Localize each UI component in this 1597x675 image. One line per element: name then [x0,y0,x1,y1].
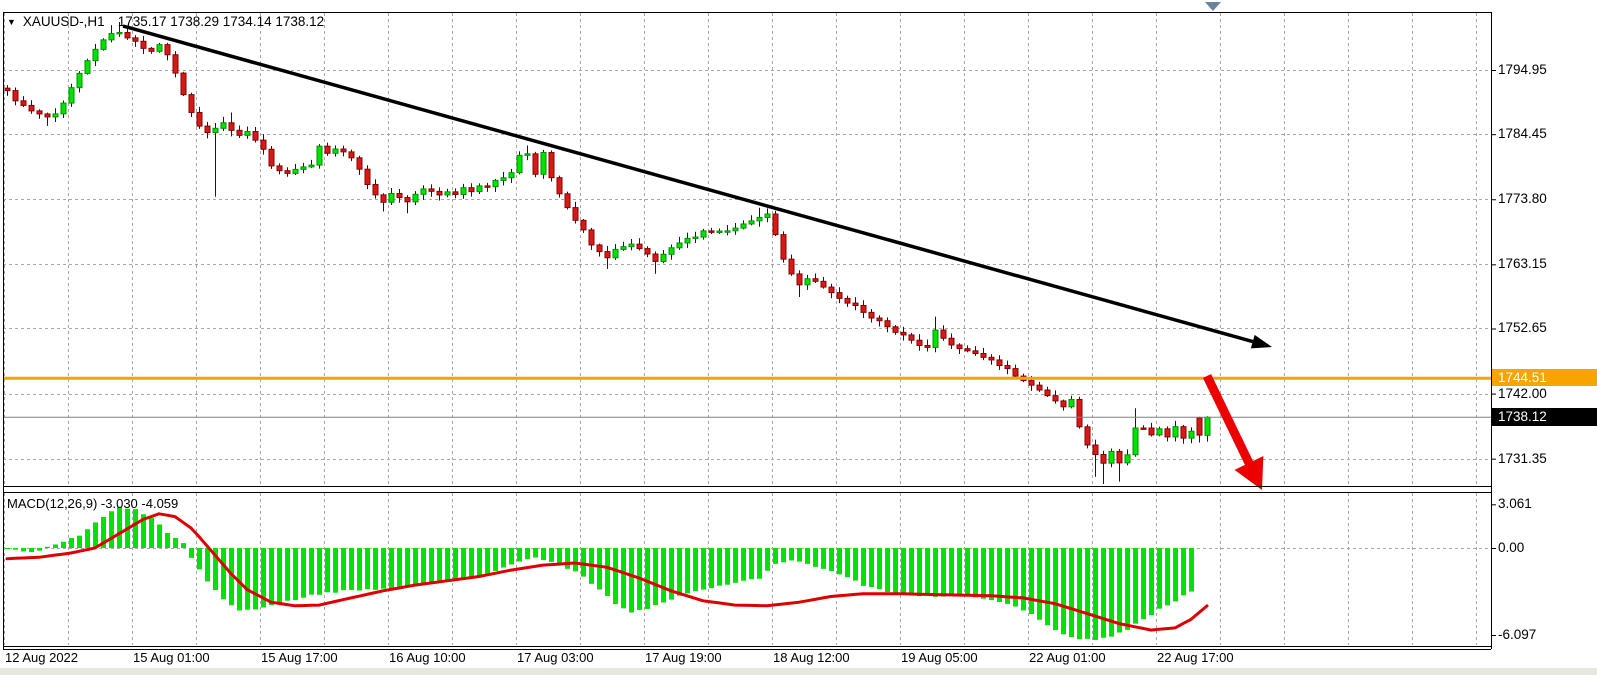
price-axis-label: 1742.00 [1498,385,1547,401]
time-axis-label: 22 Aug 01:00 [1029,650,1106,665]
ohlc-values: 1735.17 1738.29 1734.14 1738.12 [117,14,325,29]
window-bottom-edge [0,668,1597,675]
macd-histogram [5,506,1194,640]
time-axis-label: 17 Aug 19:00 [645,650,722,665]
macd-axis-label: 3.061 [1498,496,1532,512]
pane-borders [3,12,1496,654]
macd-axis-label: 0.00 [1498,540,1525,555]
grid-lines [3,13,1491,645]
chart-title: ▼ XAUUSD-,H1 1735.17 1738.29 1734.14 1738.… [7,14,324,29]
price-axis-label: 1784.45 [1498,126,1547,142]
resistance-price-tag: 1744.51 [1492,369,1597,386]
price-axis[interactable]: 1794.95 1784.45 1773.80 1763.15 1752.65 1742.… [1491,0,1597,649]
time-axis-label: 15 Aug 17:00 [261,650,338,665]
time-axis-label: 15 Aug 01:00 [133,650,210,665]
time-axis-label: 12 Aug 2022 [5,650,79,665]
symbol-dropdown-icon[interactable]: ▼ [7,17,16,27]
macd-axis-label: -6.097 [1498,627,1537,642]
chart-shift-marker[interactable] [1205,2,1221,11]
descending-trendline[interactable] [122,24,1272,349]
macd-indicator-label: MACD(12,26,9) -3.030 -4.059 [7,496,179,511]
price-axis-label: 1752.65 [1498,320,1547,336]
time-axis-label: 17 Aug 03:00 [517,650,594,665]
candlestick-series [4,22,1211,485]
macd-signal-line [5,512,1209,632]
sell-arrow[interactable] [1202,374,1264,490]
price-axis-label: 1794.95 [1498,62,1547,77]
time-axis-label: 19 Aug 05:00 [901,650,978,665]
time-axis-label: 22 Aug 17:00 [1157,650,1234,665]
bid-price-tag: 1738.12 [1492,408,1597,426]
time-axis-label: 16 Aug 10:00 [389,650,466,665]
symbol-period-label: XAUUSD-,H1 [22,14,105,29]
price-axis-label: 1763.15 [1498,256,1547,272]
time-axis-label: 18 Aug 12:00 [773,650,850,665]
time-axis[interactable]: 12 Aug 2022 15 Aug 01:00 15 Aug 17:00 16 Au… [0,650,1491,668]
price-axis-label: 1773.80 [1498,191,1547,207]
price-axis-label: 1731.35 [1498,450,1547,466]
